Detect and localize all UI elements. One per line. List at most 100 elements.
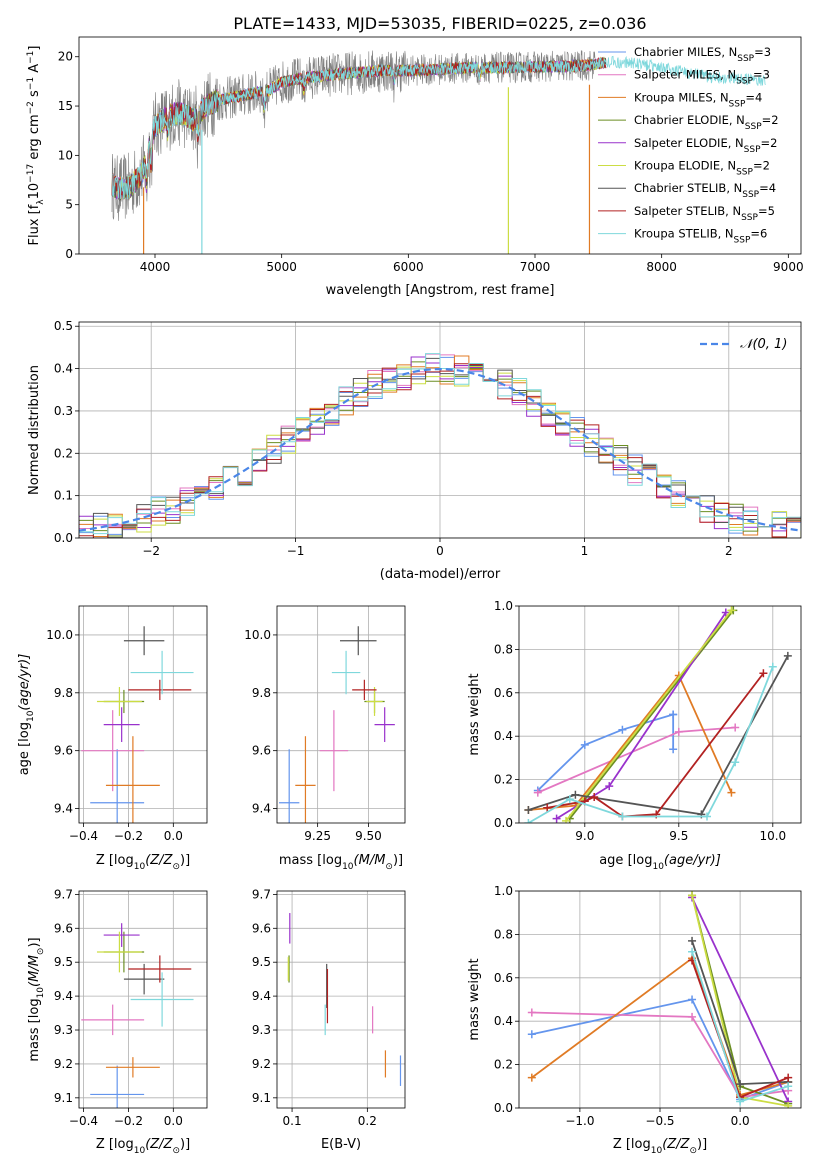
label-part: −17 [26, 164, 36, 183]
plot-area [79, 891, 207, 1108]
label-part: Chabrier ELODIE, N [634, 113, 745, 127]
label-part: λ [36, 199, 46, 205]
y-axis-label: Flux [fλ10−17 erg cm−2 s−1 A−1] [26, 46, 46, 246]
y-tick-label: 0.6 [494, 686, 513, 700]
x-tick-label: 0.0 [731, 1114, 750, 1128]
label-part: Flux [f [27, 204, 42, 245]
label-part: A [27, 64, 42, 77]
point-marker [590, 792, 599, 801]
mass-weight-series [524, 662, 777, 823]
label-part: 10 [651, 1146, 663, 1156]
x-tick-label: 5000 [266, 260, 297, 274]
y-tick-label: 9.7 [54, 887, 73, 901]
y-axis-label: mass weight [467, 673, 482, 755]
label-part: SSP [736, 77, 753, 87]
y-tick-label: 9.5 [252, 955, 271, 969]
data-point [96, 687, 142, 716]
label-part: Chabrier MILES, N [634, 45, 737, 59]
panel-age-vs-mass: 9.25 9.50 9.4 9.6 9.8 10.0 mass [log10(M/M⊙)] [244, 605, 406, 872]
mass-weight-series [688, 947, 793, 1106]
x-tick-label: 0.0 [164, 1114, 183, 1128]
plot-area [519, 606, 801, 823]
point-marker [524, 805, 533, 814]
y-tick-label: 9.4 [252, 989, 271, 1003]
x-tick-label: 0 [436, 544, 444, 558]
data-point [295, 736, 316, 823]
label-part: Chabrier STELIB, N [634, 181, 742, 195]
y-tick-label: 0.6 [494, 971, 513, 985]
x-tick-label: −0.5 [645, 1114, 674, 1128]
point-marker [731, 758, 740, 767]
y-tick-label: 9.6 [252, 921, 271, 935]
data-point [366, 687, 383, 716]
y-tick-label: 0.2 [494, 1058, 513, 1072]
label-part: )] [697, 1137, 707, 1152]
label-part: SSP [742, 190, 759, 200]
label-part: SSP [729, 99, 746, 109]
x-tick-label: −0.2 [114, 1114, 143, 1128]
y-tick-label: 0.0 [54, 531, 73, 545]
label-part: s [27, 90, 42, 101]
point-marker [571, 790, 580, 799]
label-part: ⊙ [689, 1146, 697, 1156]
point-marker [688, 936, 697, 945]
data-point [90, 1065, 145, 1108]
y-axis-label: mass [log10(M/M⊙)] [27, 937, 46, 1061]
plot-area [79, 322, 801, 538]
point-marker [731, 723, 740, 732]
y-tick-label: 9.4 [54, 802, 73, 816]
x-axis-label: wavelength [Angstrom, rest frame] [326, 283, 555, 298]
data-point [81, 1004, 145, 1036]
axes-frame [518, 890, 802, 1109]
data-point [90, 749, 145, 823]
label-part: (M/M [354, 853, 386, 868]
figure-title: PLATE=1433, MJD=53035, FIBERID=0225, z=0… [233, 14, 646, 33]
axes-frame [518, 605, 802, 824]
label-part: SSP [741, 213, 758, 223]
point-marker [688, 1012, 697, 1021]
label-part: 10 [652, 862, 664, 872]
label-part: (age/yr)] [17, 654, 32, 711]
plot-area [277, 891, 405, 1108]
x-tick-label: 9.50 [355, 829, 382, 843]
panel-mass-vs-EBV: 0.1 0.2 9.1 9.2 9.3 9.4 9.5 9.6 9.7 E(B-V) [252, 887, 406, 1152]
series-line [537, 713, 674, 792]
mass-weight-series [688, 936, 793, 1089]
mass-weight-series [533, 710, 678, 795]
point-marker [618, 725, 627, 734]
data-point [123, 626, 165, 656]
data-point [96, 931, 142, 973]
point-marker [565, 795, 574, 804]
label-part: 10 [342, 862, 354, 872]
y-tick-label: 0.0 [494, 816, 513, 830]
x-tick-label: 8000 [646, 260, 677, 274]
label-part: −1 [26, 77, 36, 90]
x-tick-label: 9.5 [669, 829, 688, 843]
data-point [374, 707, 395, 742]
legend-entry: Salpeter ELODIE, NSSP=2 [634, 136, 777, 155]
y-tick-label: 0.3 [54, 404, 73, 418]
label-part: ] [27, 46, 42, 51]
point-marker [552, 814, 561, 823]
series-line [569, 609, 735, 820]
y-tick-label: 9.3 [54, 1023, 73, 1037]
point-marker [527, 1008, 536, 1017]
label-part: (Z/Z [145, 1137, 173, 1152]
data-point [319, 710, 349, 792]
legend-entry: 𝒩(0, 1) [740, 337, 787, 352]
y-tick-label: 9.8 [252, 686, 271, 700]
point-marker [727, 606, 736, 615]
point-marker [524, 819, 533, 823]
point-marker [580, 740, 589, 749]
y-tick-label: 9.7 [252, 887, 271, 901]
x-axis-label: Z [log10(Z/Z⊙)] [96, 1137, 190, 1156]
data-point [130, 650, 194, 695]
y-tick-label: 0.8 [494, 927, 513, 941]
point-marker [669, 745, 678, 754]
y-axis-label: Normed distribution [27, 365, 42, 495]
plot-area [79, 606, 207, 823]
label-part: Salpeter MILES, N [634, 68, 736, 82]
point-marker [783, 651, 792, 660]
x-tick-label: −0.4 [69, 829, 98, 843]
label-part: =6 [750, 227, 767, 241]
